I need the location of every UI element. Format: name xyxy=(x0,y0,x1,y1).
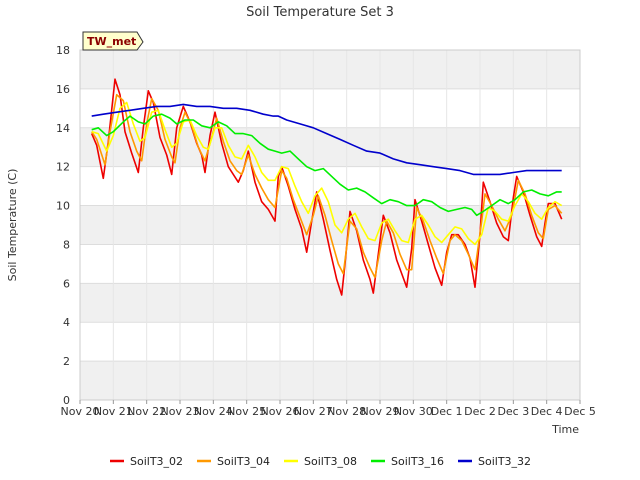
x-tick-label: Nov 21 xyxy=(94,405,133,418)
legend-item-soilt3_04: SoilT3_04 xyxy=(197,455,270,468)
legend-item-soilt3_08: SoilT3_08 xyxy=(284,455,357,468)
x-tick-label: Nov 22 xyxy=(127,405,166,418)
x-tick-label: Nov 23 xyxy=(161,405,200,418)
plot-frame xyxy=(79,49,581,401)
x-tick-label: Dec 2 xyxy=(464,405,496,418)
legend: SoilT3_02 SoilT3_04 SoilT3_08 SoilT3_16 Soil… xyxy=(110,455,531,468)
x-tick-label: Nov 30 xyxy=(394,405,433,418)
y-tick-label: 10 xyxy=(56,200,70,213)
legend-label: SoilT3_04 xyxy=(217,455,270,468)
x-tick-label: Nov 26 xyxy=(261,405,300,418)
series-line-soilt3_32 xyxy=(91,103,562,176)
legend-label: SoilT3_32 xyxy=(478,455,531,468)
chart-title: Soil Temperature Set 3 xyxy=(246,5,394,20)
y-tick-label: 4 xyxy=(63,316,70,329)
background-band xyxy=(80,88,580,128)
background-band xyxy=(80,166,580,206)
y-tick-label: 8 xyxy=(63,238,70,251)
background-band xyxy=(80,322,580,362)
y-tick-label: 6 xyxy=(63,277,70,290)
legend-label: SoilT3_08 xyxy=(304,455,357,468)
legend-item-soilt3_32: SoilT3_32 xyxy=(458,455,531,468)
grid-lines xyxy=(79,49,581,401)
x-axis-title: Time xyxy=(551,423,579,436)
x-tick-label: Nov 25 xyxy=(227,405,266,418)
y-axis-ticks: 0 2 4 6 8 10 12 14 16 18 xyxy=(56,44,70,407)
x-tick-label: Nov 24 xyxy=(194,405,233,418)
x-tick-label: Dec 1 xyxy=(431,405,463,418)
x-tick-label: Dec 3 xyxy=(497,405,529,418)
y-axis-title: Soil Temperature (C) xyxy=(6,169,19,282)
x-tick-label: Dec 5 xyxy=(564,405,596,418)
series-layer xyxy=(90,78,563,296)
background-band xyxy=(80,127,580,167)
plot-background-bands xyxy=(80,50,580,400)
station-badge: TW_met xyxy=(82,31,144,51)
station-badge-label: TW_met xyxy=(87,35,136,48)
legend-label: SoilT3_02 xyxy=(130,455,183,468)
legend-item-soilt3_02: SoilT3_02 xyxy=(110,455,183,468)
y-tick-label: 14 xyxy=(56,122,70,135)
series-line-soilt3_16 xyxy=(91,113,562,217)
x-tick-label: Nov 20 xyxy=(61,405,100,418)
background-band xyxy=(80,205,580,245)
x-tick-label: Nov 29 xyxy=(361,405,400,418)
y-tick-label: 18 xyxy=(56,44,70,57)
y-tick-label: 16 xyxy=(56,83,70,96)
background-band xyxy=(80,361,580,400)
legend-item-soilt3_16: SoilT3_16 xyxy=(371,455,444,468)
series-line-soilt3_08 xyxy=(91,101,563,246)
series-line-soilt3_02 xyxy=(90,78,563,296)
y-tick-label: 2 xyxy=(63,355,70,368)
background-band xyxy=(80,283,580,323)
background-band xyxy=(80,50,580,89)
y-tick-label: 0 xyxy=(63,394,70,407)
legend-label: SoilT3_16 xyxy=(391,455,444,468)
x-tick-label: Nov 28 xyxy=(327,405,366,418)
x-tick-label: Dec 4 xyxy=(531,405,563,418)
y-tick-label: 12 xyxy=(56,161,70,174)
x-tick-label: Nov 27 xyxy=(294,405,333,418)
station-badge-shape xyxy=(82,31,144,51)
